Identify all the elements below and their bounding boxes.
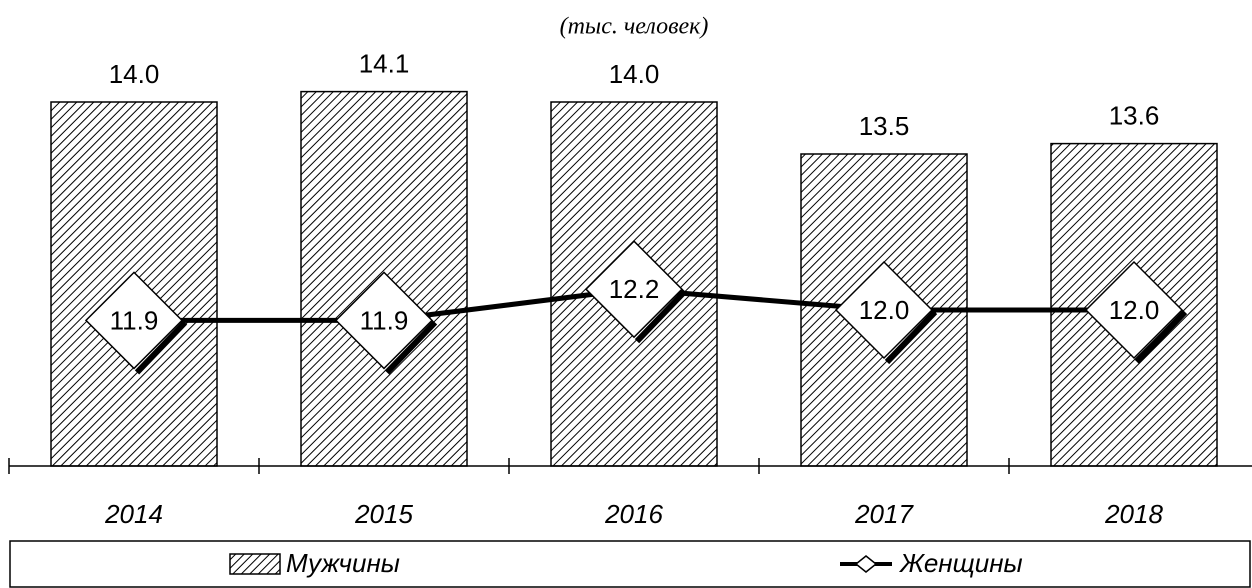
x-tick-label: 2015 bbox=[354, 499, 413, 529]
marker bbox=[1084, 260, 1184, 360]
line-value-label: 12.0 bbox=[1109, 295, 1160, 325]
marker-shadow bbox=[1134, 309, 1188, 365]
x-tick-label: 2016 bbox=[604, 499, 663, 529]
marker-shadow bbox=[134, 320, 188, 375]
line-value-label: 11.9 bbox=[110, 305, 159, 335]
marker bbox=[834, 260, 934, 360]
legend-label: Мужчины bbox=[286, 548, 400, 578]
bar-value-label: 13.5 bbox=[859, 111, 910, 141]
line-value-label: 12.0 bbox=[859, 295, 910, 325]
x-tick-label: 2017 bbox=[854, 499, 914, 529]
legend-label: Женщины bbox=[898, 548, 1023, 578]
marker-shadow bbox=[884, 309, 938, 365]
legend-swatch bbox=[229, 553, 281, 575]
bar-value-label: 14.1 bbox=[359, 48, 410, 78]
chart-subtitle: (тыс. человек) bbox=[560, 14, 709, 40]
legend-marker bbox=[854, 555, 878, 573]
marker bbox=[84, 271, 184, 370]
x-tick-label: 2014 bbox=[104, 499, 163, 529]
bar-value-label: 14.0 bbox=[609, 59, 660, 89]
marker bbox=[584, 240, 684, 339]
marker-shadow bbox=[634, 289, 688, 344]
bar-value-label: 14.0 bbox=[109, 59, 160, 89]
x-tick-label: 2018 bbox=[1104, 499, 1163, 529]
legend-box bbox=[9, 540, 1251, 588]
bar-value-label: 13.6 bbox=[1109, 100, 1160, 130]
line-value-label: 11.9 bbox=[360, 305, 409, 335]
marker-shadow bbox=[384, 320, 438, 375]
marker bbox=[334, 271, 434, 370]
line-value-label: 12.2 bbox=[609, 274, 660, 304]
